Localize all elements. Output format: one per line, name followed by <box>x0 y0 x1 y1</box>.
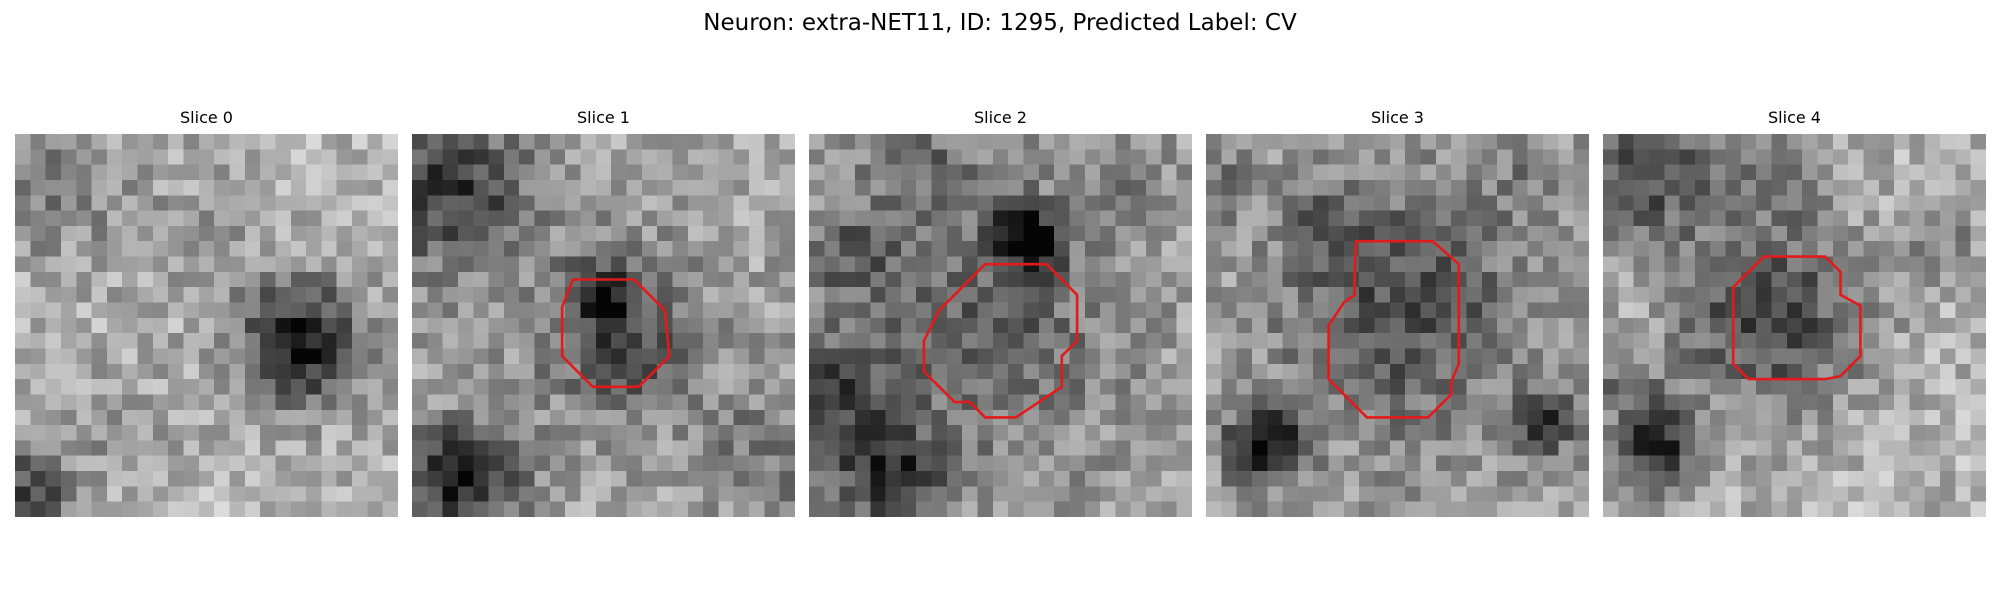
slice-image-1 <box>412 134 795 517</box>
roi-contour <box>560 278 671 389</box>
slice-title-1: Slice 1 <box>577 108 630 127</box>
slice-panel-3: Slice 3 <box>1206 108 1589 517</box>
roi-contour <box>1731 255 1862 381</box>
slice-panel-4: Slice 4 <box>1603 108 1986 517</box>
slice-title-4: Slice 4 <box>1768 108 1821 127</box>
slice-panel-0: Slice 0 <box>15 108 398 517</box>
figure-title: Neuron: extra-NET11, ID: 1295, Predicted… <box>703 10 1297 36</box>
slice-panel-2: Slice 2 <box>809 108 1192 517</box>
slice-title-0: Slice 0 <box>180 108 233 127</box>
slice-grayscale-image <box>1206 134 1589 517</box>
slice-image-4 <box>1603 134 1986 517</box>
slice-image-3 <box>1206 134 1589 517</box>
roi-contour <box>1327 239 1461 419</box>
slice-grayscale-image <box>412 134 795 517</box>
slice-image-0 <box>15 134 398 517</box>
slice-title-3: Slice 3 <box>1371 108 1424 127</box>
roi-contour <box>922 262 1079 419</box>
slice-image-2 <box>809 134 1192 517</box>
slice-grayscale-image <box>15 134 398 517</box>
slice-grayscale-image <box>809 134 1192 517</box>
slice-title-2: Slice 2 <box>974 108 1027 127</box>
slice-grayscale-image <box>1603 134 1986 517</box>
slice-panel-1: Slice 1 <box>412 108 795 517</box>
